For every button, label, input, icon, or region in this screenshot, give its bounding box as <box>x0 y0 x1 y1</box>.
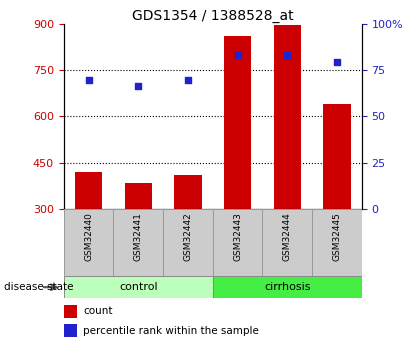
Text: cirrhosis: cirrhosis <box>264 282 310 292</box>
Bar <box>262 209 312 276</box>
Bar <box>163 209 213 276</box>
Bar <box>125 183 152 209</box>
Point <box>85 77 92 82</box>
Text: control: control <box>119 282 157 292</box>
Point <box>135 83 141 88</box>
Bar <box>64 324 77 337</box>
Bar <box>213 209 262 276</box>
Text: percentile rank within the sample: percentile rank within the sample <box>83 326 259 336</box>
Bar <box>224 37 251 209</box>
Bar <box>274 25 301 209</box>
Title: GDS1354 / 1388528_at: GDS1354 / 1388528_at <box>132 9 293 23</box>
Bar <box>312 209 362 276</box>
Point <box>334 59 340 65</box>
Text: GSM32441: GSM32441 <box>134 212 143 261</box>
Bar <box>64 305 77 318</box>
Bar <box>323 104 351 209</box>
Text: count: count <box>83 306 113 316</box>
Bar <box>174 175 201 209</box>
Text: GSM32443: GSM32443 <box>233 212 242 261</box>
Bar <box>64 276 213 298</box>
Text: disease state: disease state <box>4 282 74 292</box>
Bar <box>64 209 113 276</box>
Bar <box>113 209 163 276</box>
Text: GSM32444: GSM32444 <box>283 212 292 261</box>
Point <box>284 52 291 58</box>
Text: GSM32440: GSM32440 <box>84 212 93 261</box>
Text: GSM32445: GSM32445 <box>332 212 342 261</box>
Point <box>185 77 191 82</box>
Text: GSM32442: GSM32442 <box>183 212 192 261</box>
Bar <box>213 276 362 298</box>
Bar <box>75 172 102 209</box>
Point <box>234 52 241 58</box>
